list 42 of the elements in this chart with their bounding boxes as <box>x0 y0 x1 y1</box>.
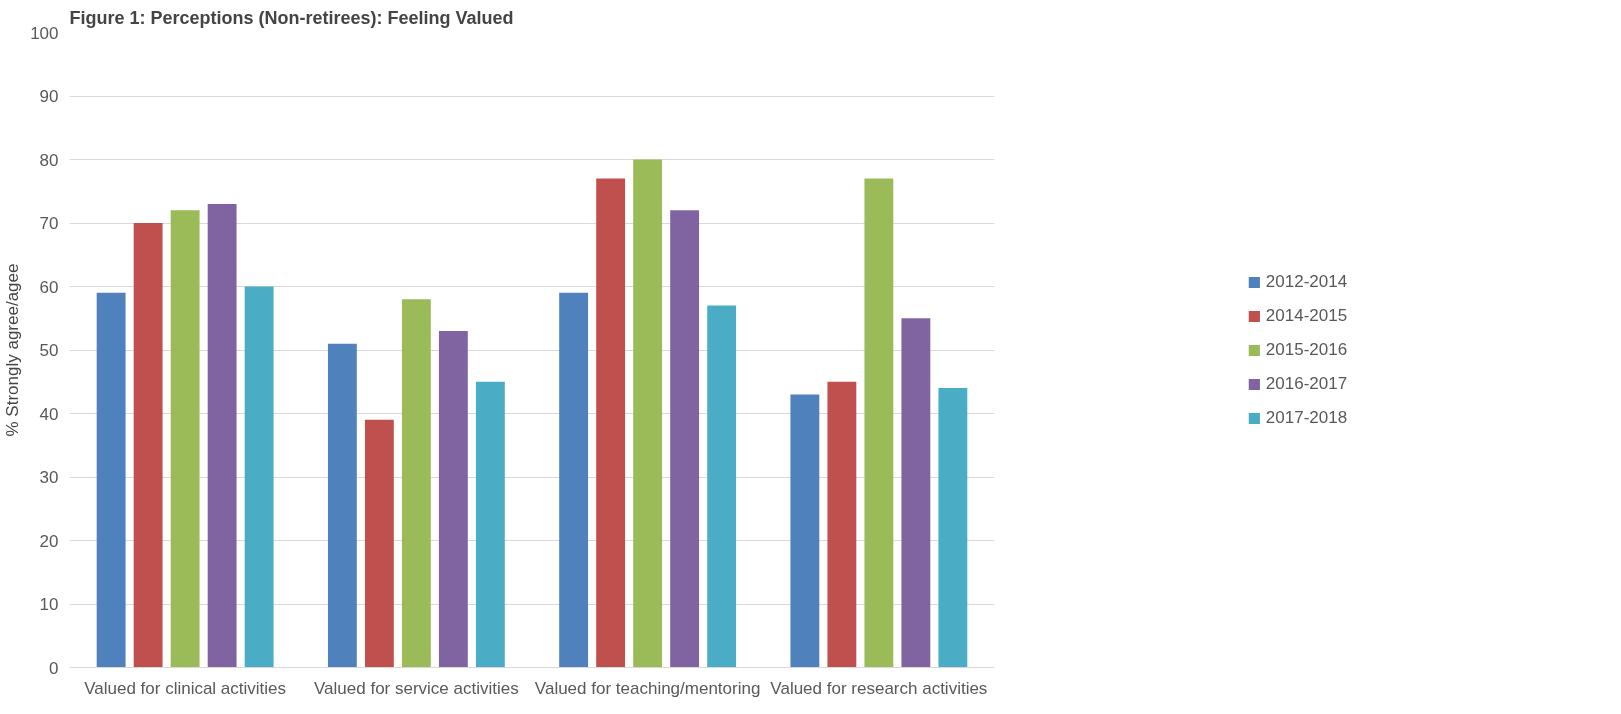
y-tick-label: 40 <box>39 404 59 424</box>
y-tick-label: 10 <box>39 595 59 614</box>
bar <box>633 159 663 668</box>
bar <box>938 388 968 668</box>
bar <box>133 223 163 668</box>
bar <box>670 210 700 668</box>
y-tick-label: 20 <box>39 531 59 551</box>
y-tick-label: 100 <box>30 23 59 43</box>
bar <box>596 178 626 668</box>
y-tick-label: 90 <box>39 87 59 106</box>
y-tick-label: 30 <box>39 468 59 487</box>
x-tick-label: Valued for research activities <box>770 678 988 698</box>
bar <box>827 381 857 668</box>
y-tick-label: 50 <box>39 341 59 360</box>
x-tick-label: Valued for service activities <box>314 678 519 698</box>
bar <box>864 178 894 668</box>
bar <box>559 292 589 668</box>
legend-label: 2016-2017 <box>1265 373 1348 394</box>
x-tick-label: Valued for teaching/mentoring <box>534 678 761 698</box>
chart-title: Figure 1: Perceptions (Non-retirees): Feeling Valued <box>69 7 514 28</box>
bar <box>438 330 468 668</box>
legend-label: 2012-2014 <box>1265 271 1348 292</box>
bar <box>244 286 274 668</box>
y-tick-label: 60 <box>39 277 59 297</box>
bar <box>170 210 200 668</box>
y-axis-title: % Strongly agree/agee <box>3 263 23 437</box>
bar <box>901 318 931 668</box>
bar <box>790 394 820 668</box>
bar <box>327 343 357 668</box>
legend-label: 2017-2018 <box>1265 407 1348 428</box>
bar <box>475 381 505 668</box>
legend-label: 2014-2015 <box>1265 305 1348 326</box>
bar <box>707 305 737 668</box>
bar <box>401 299 431 668</box>
y-tick-label: 70 <box>39 214 59 233</box>
legend-label: 2015-2016 <box>1265 339 1348 360</box>
y-tick-label: 80 <box>39 150 59 170</box>
bar <box>207 203 237 668</box>
y-tick-label: 0 <box>49 658 59 678</box>
x-tick-label: Valued for clinical activities <box>84 678 287 698</box>
bar <box>96 292 126 668</box>
bar <box>364 419 394 668</box>
